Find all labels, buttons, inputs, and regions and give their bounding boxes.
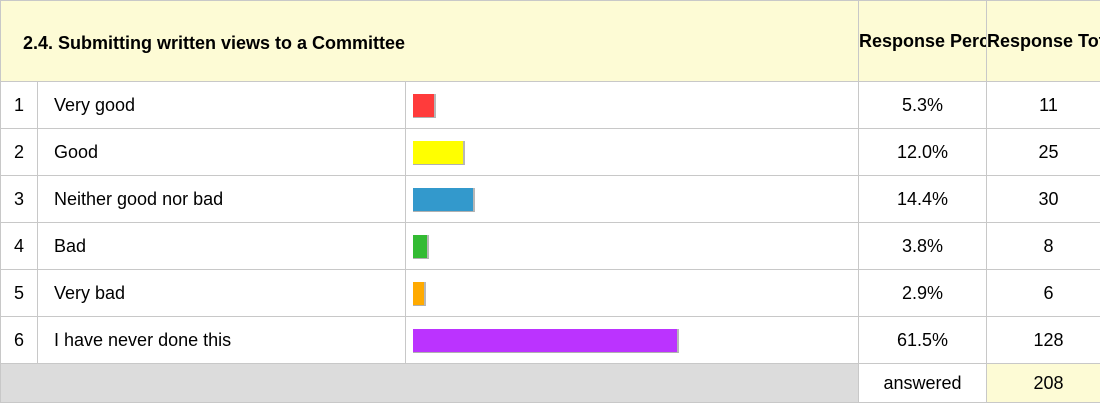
bar-cell [404,316,860,364]
bar-cell [404,175,860,223]
bar-cell [404,222,860,270]
response-bar [413,329,679,353]
response-percent: 12.0% [858,128,988,176]
row-number: 1 [0,81,38,129]
table-row: 5 Very bad 2.9% 6 [0,269,1100,317]
answered-total: 208 [986,363,1100,403]
response-bar [413,141,465,165]
response-bar [413,94,436,118]
row-label: Very bad [37,269,406,317]
response-bar [413,282,426,306]
response-percent: 14.4% [858,175,988,223]
response-total: 8 [986,222,1100,270]
row-label: Very good [37,81,406,129]
question-title: 2.4. Submitting written views to a Commi… [0,0,860,82]
response-percent: 2.9% [858,269,988,317]
bar-cell [404,81,860,129]
answered-label: answered [858,363,988,403]
response-total: 6 [986,269,1100,317]
response-percent: 61.5% [858,316,988,364]
row-number: 5 [0,269,38,317]
row-label: Neither good nor bad [37,175,406,223]
bar-cell [404,128,860,176]
table-row: 1 Very good 5.3% 11 [0,81,1100,129]
table-row: 2 Good 12.0% 25 [0,128,1100,176]
response-bar [413,188,475,212]
response-bar [413,235,429,259]
row-label: Bad [37,222,406,270]
answered-row: answered 208 [0,363,1100,403]
response-percent-header: Response Percent [858,0,988,82]
response-total: 128 [986,316,1100,364]
response-percent: 3.8% [858,222,988,270]
table-row: 4 Bad 3.8% 8 [0,222,1100,270]
response-total: 11 [986,81,1100,129]
row-label: I have never done this [37,316,406,364]
row-number: 3 [0,175,38,223]
row-number: 6 [0,316,38,364]
response-total: 25 [986,128,1100,176]
response-total-header: Response Total [986,0,1100,82]
answered-spacer [0,363,860,403]
row-number: 4 [0,222,38,270]
response-total: 30 [986,175,1100,223]
table-row: 3 Neither good nor bad 14.4% 30 [0,175,1100,223]
response-percent: 5.3% [858,81,988,129]
row-label: Good [37,128,406,176]
header-row: 2.4. Submitting written views to a Commi… [0,0,1100,82]
row-number: 2 [0,128,38,176]
bar-cell [404,269,860,317]
